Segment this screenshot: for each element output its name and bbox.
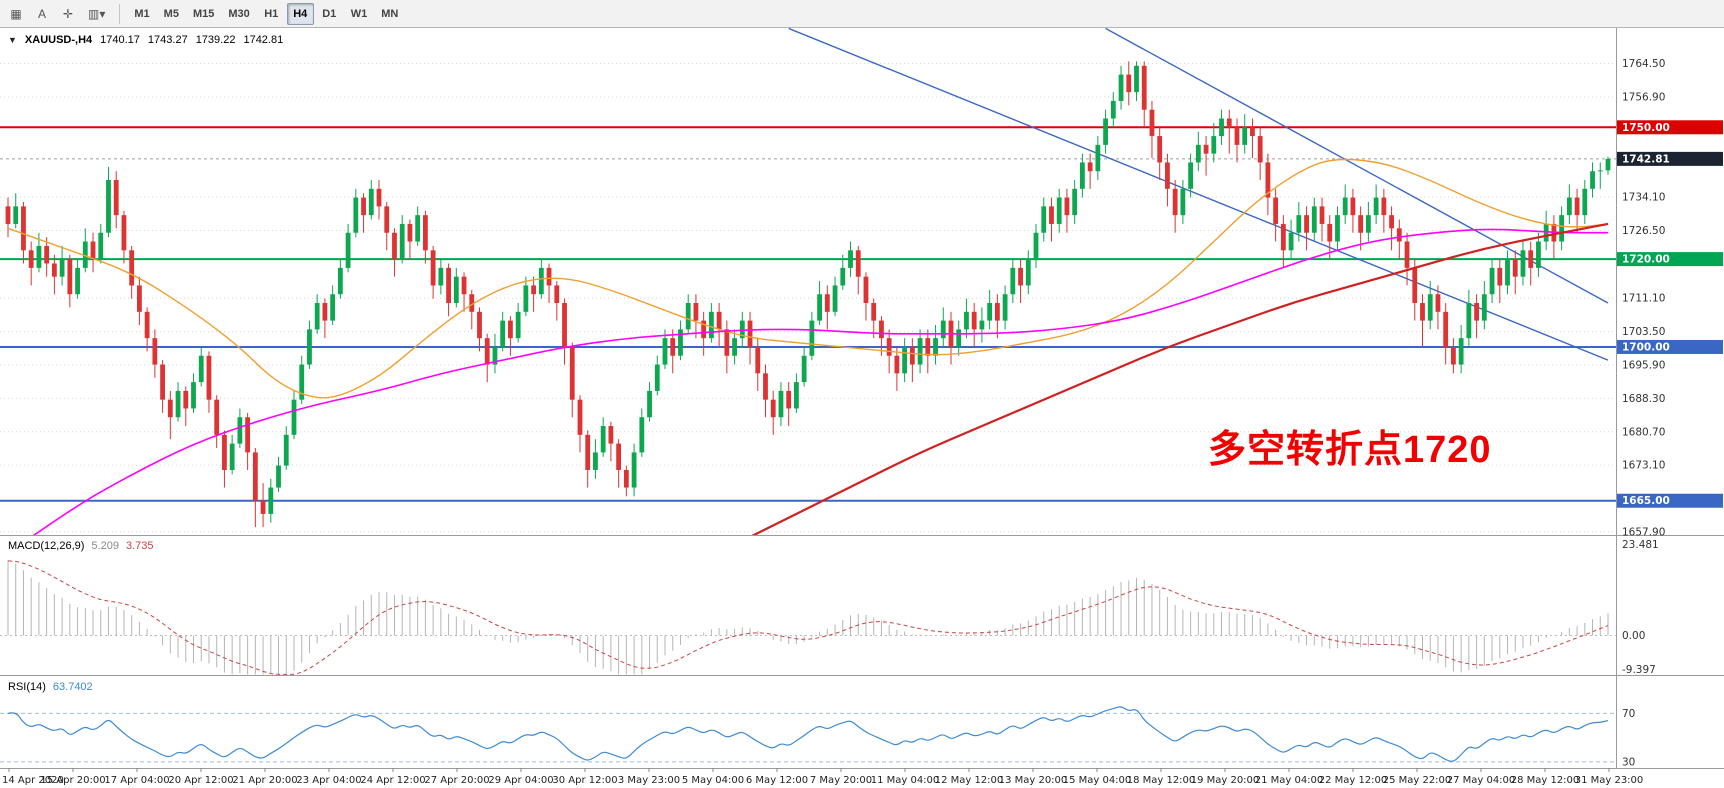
svg-text:1657.90: 1657.90 [1622, 526, 1665, 538]
rsi-line [7, 706, 1609, 762]
svg-text:28 May 12:00: 28 May 12:00 [1511, 775, 1580, 786]
svg-text:12 May 12:00: 12 May 12:00 [935, 775, 1004, 786]
timeframe-m30-button[interactable]: M30 [222, 2, 256, 25]
svg-text:18 May 12:00: 18 May 12:00 [1127, 775, 1196, 786]
svg-text:1764.50: 1764.50 [1622, 58, 1665, 70]
main-toolbar: ▦ A ✛ ▥▾ M1 M5 M15 M30 H1 H4 D1 W1 MN [0, 0, 1724, 28]
svg-text:15 Apr 20:00: 15 Apr 20:00 [40, 775, 105, 786]
svg-text:70: 70 [1622, 708, 1635, 720]
svg-text:3 May 23:00: 3 May 23:00 [618, 775, 680, 786]
timeframe-m5-button[interactable]: M5 [157, 2, 185, 25]
annotate-text-icon[interactable]: A [30, 2, 54, 25]
ma-slow-red-line [751, 222, 1609, 535]
svg-text:1726.50: 1726.50 [1622, 225, 1665, 237]
window-grid-icon[interactable]: ▦ [4, 2, 28, 25]
svg-text:1688.30: 1688.30 [1622, 393, 1665, 405]
timeframe-m15-button[interactable]: M15 [186, 2, 221, 25]
svg-text:14 Apr 2020: 14 Apr 2020 [2, 775, 64, 786]
svg-text:29 Apr 04:00: 29 Apr 04:00 [488, 775, 553, 786]
rsi-name: RSI(14) [8, 681, 46, 693]
open-value: 1740.17 [100, 34, 140, 46]
price-axis[interactable]: 1764.50 1756.90 1750.00 1742.81 1734.10 1726.… [1617, 58, 1723, 538]
svg-text:1673.10: 1673.10 [1622, 460, 1665, 472]
svg-text:22 May 12:00: 22 May 12:00 [1319, 775, 1388, 786]
svg-text:1756.90: 1756.90 [1622, 91, 1665, 103]
svg-text:1711.10: 1711.10 [1622, 293, 1665, 305]
svg-text:19 May 20:00: 19 May 20:00 [1191, 775, 1260, 786]
svg-text:1720.00: 1720.00 [1622, 254, 1670, 266]
macd-histogram [7, 560, 1609, 675]
close-value: 1742.81 [243, 34, 284, 46]
candles-layer [5, 61, 1611, 528]
timeframe-h1-button[interactable]: H1 [257, 2, 285, 25]
svg-text:21 Apr 20:00: 21 Apr 20:00 [232, 775, 297, 786]
timeframe-mn-button[interactable]: MN [375, 2, 405, 25]
svg-text:1734.10: 1734.10 [1622, 192, 1665, 204]
svg-text:27 Apr 20:00: 27 Apr 20:00 [424, 775, 489, 786]
svg-text:1695.90: 1695.90 [1622, 359, 1665, 371]
svg-text:13 May 20:00: 13 May 20:00 [999, 775, 1068, 786]
svg-text:23 Apr 04:00: 23 Apr 04:00 [296, 775, 361, 786]
timeframe-m1-button[interactable]: M1 [128, 2, 156, 25]
chart-annotation-text[interactable]: 多空转折点1720 [1208, 429, 1492, 471]
rsi-value: 63.7402 [52, 681, 93, 693]
svg-text:31 May 23:00: 31 May 23:00 [1575, 775, 1644, 786]
symbol-ohlc-line: ▼ XAUUSD-,H4 1740.17 1743.27 1739.22 174… [8, 34, 283, 46]
svg-text:1750.00: 1750.00 [1622, 122, 1670, 134]
timeframe-button-group: M1 M5 M15 M30 H1 H4 D1 W1 MN [128, 2, 405, 25]
toolbar-icon-group: ▦ A ✛ ▥▾ [4, 2, 112, 25]
svg-text:1700.00: 1700.00 [1622, 341, 1670, 353]
macd-signal-value: 3.735 [125, 540, 154, 552]
chart-type-candles-icon[interactable]: ▥▾ [82, 2, 112, 25]
macd-indicator-label: MACD(12,26,9) 5.209 3.735 [8, 540, 153, 552]
svg-text:15 May 04:00: 15 May 04:00 [1063, 775, 1132, 786]
symbol-label: XAUUSD-,H4 [24, 34, 93, 46]
svg-text:7 May 20:00: 7 May 20:00 [810, 775, 872, 786]
svg-text:1680.70: 1680.70 [1622, 426, 1665, 438]
ma-mid-magenta-line [32, 228, 1608, 535]
crosshair-icon[interactable]: ✛ [56, 2, 80, 25]
svg-text:11 May 04:00: 11 May 04:00 [871, 775, 940, 786]
svg-text:-9.397: -9.397 [1622, 664, 1656, 676]
svg-text:1665.00: 1665.00 [1622, 495, 1670, 507]
svg-text:30: 30 [1622, 756, 1635, 768]
macd-main-value: 5.209 [91, 540, 119, 552]
svg-text:23.481: 23.481 [1622, 539, 1659, 551]
chart-expander-icon[interactable]: ▼ [8, 35, 17, 45]
svg-text:5 May 04:00: 5 May 04:00 [682, 775, 744, 786]
macd-signal-line [7, 560, 1609, 675]
low-value: 1739.22 [195, 34, 236, 46]
macd-name: MACD(12,26,9) [8, 540, 85, 552]
svg-text:24 Apr 12:00: 24 Apr 12:00 [360, 775, 425, 786]
toolbar-separator [119, 3, 121, 24]
svg-text:30 Apr 12:00: 30 Apr 12:00 [552, 775, 617, 786]
rsi-indicator-label: RSI(14) 63.7402 [8, 681, 93, 693]
svg-text:27 May 04:00: 27 May 04:00 [1447, 775, 1516, 786]
svg-text:0.00: 0.00 [1622, 630, 1645, 642]
svg-text:17 Apr 04:00: 17 Apr 04:00 [104, 775, 169, 786]
timeframe-d1-button[interactable]: D1 [315, 2, 343, 25]
svg-text:1703.50: 1703.50 [1622, 326, 1665, 338]
price-gridlines [0, 63, 1616, 533]
svg-text:1742.81: 1742.81 [1622, 153, 1670, 165]
ma-fast-orange-line [7, 158, 1609, 399]
high-value: 1743.27 [147, 34, 188, 46]
timeframe-w1-button[interactable]: W1 [344, 2, 374, 25]
svg-text:25 May 22:00: 25 May 22:00 [1383, 775, 1452, 786]
svg-text:6 May 12:00: 6 May 12:00 [746, 775, 808, 786]
svg-text:21 May 04:00: 21 May 04:00 [1255, 775, 1324, 786]
svg-text:20 Apr 12:00: 20 Apr 12:00 [168, 775, 233, 786]
timeframe-h4-button[interactable]: H4 [286, 2, 314, 25]
